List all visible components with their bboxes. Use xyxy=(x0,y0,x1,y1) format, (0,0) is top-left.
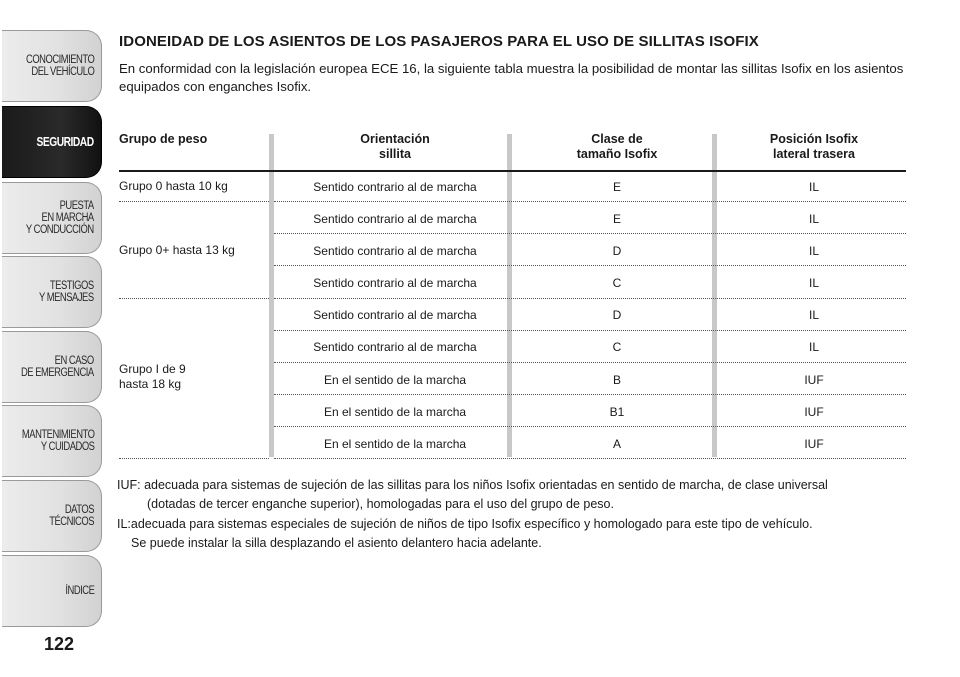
tab-label: EN CASO DE EMERGENCIA xyxy=(21,355,94,379)
cell-position: IUF xyxy=(804,437,824,451)
chapter-sidebar: CONOCIMIENTO DEL VEHÍCULO SEGURIDAD PUES… xyxy=(0,0,104,677)
cell-class: A xyxy=(612,437,621,451)
tab-label: ÍNDICE xyxy=(64,585,95,597)
column-separator xyxy=(712,134,717,457)
tab-testigos-y-mensajes[interactable]: TESTIGOS Y MENSAJES xyxy=(2,256,102,328)
cell-orientation: Sentido contrario al de marcha xyxy=(313,340,477,354)
cell-class: E xyxy=(612,212,621,226)
row-divider xyxy=(274,201,906,202)
cell-position: IL xyxy=(808,308,819,322)
note-iuf-line1: IUF: adecuada para sistemas de sujeción … xyxy=(117,478,828,492)
row-divider xyxy=(274,265,906,266)
header-orientacion: Orientación sillita xyxy=(360,132,430,161)
row-divider xyxy=(119,458,269,459)
intro-paragraph: En conformidad con la legislación europe… xyxy=(119,61,904,94)
page-number: 122 xyxy=(44,634,75,654)
cell-orientation: En el sentido de la marcha xyxy=(323,373,467,387)
header-clase-tamano: Clase de tamaño Isofix xyxy=(576,132,658,161)
cell-class: B1 xyxy=(609,405,625,419)
group-label: Grupo 0 hasta 10 kg xyxy=(119,179,228,193)
cell-class: B xyxy=(612,373,621,387)
header-posicion: Posición Isofix lateral trasera xyxy=(769,132,859,161)
row-divider xyxy=(274,330,906,331)
cell-class: C xyxy=(612,276,622,290)
row-divider xyxy=(119,298,269,299)
group-label: Grupo 0+ hasta 13 kg xyxy=(119,243,235,257)
cell-position: IUF xyxy=(804,373,824,387)
tab-seguridad[interactable]: SEGURIDAD xyxy=(2,106,102,178)
row-divider xyxy=(274,298,906,299)
note-iuf-line2: (dotadas de tercer enganche superior), h… xyxy=(147,496,614,511)
tab-label: CONOCIMIENTO DEL VEHÍCULO xyxy=(25,54,95,78)
note-il-line2: Se puede instalar la silla desplazando e… xyxy=(131,535,542,550)
row-divider xyxy=(274,458,906,459)
cell-class: C xyxy=(612,340,622,354)
cell-position: IUF xyxy=(804,405,824,419)
row-divider xyxy=(274,362,906,363)
note-iuf: IUF: adecuada para sistemas de sujeción … xyxy=(117,476,907,513)
tab-datos-tecnicos[interactable]: DATOS TÉCNICOS xyxy=(2,480,102,552)
group-label: Grupo I de 9 hasta 18 kg xyxy=(119,362,186,391)
row-divider xyxy=(274,426,906,427)
tab-en-caso-de-emergencia[interactable]: EN CASO DE EMERGENCIA xyxy=(2,331,102,403)
tab-label: DATOS TÉCNICOS xyxy=(49,504,94,528)
cell-class: E xyxy=(612,180,621,194)
cell-position: IL xyxy=(808,212,819,226)
cell-class: D xyxy=(612,308,622,322)
isofix-table: Grupo de peso Orientación sillita Clase … xyxy=(119,130,906,460)
tab-indice[interactable]: ÍNDICE xyxy=(2,555,102,627)
section-title: IDONEIDAD DE LOS ASIENTOS DE LOS PASAJER… xyxy=(119,33,759,50)
note-il: IL:adecuada para sistemas especiales de … xyxy=(117,515,907,552)
header-grupo-de-peso: Grupo de peso xyxy=(119,132,208,146)
cell-position: IL xyxy=(808,276,819,290)
tab-conocimiento-del-vehiculo[interactable]: CONOCIMIENTO DEL VEHÍCULO xyxy=(2,30,102,102)
tab-mantenimiento-y-cuidados[interactable]: MANTENIMIENTO Y CUIDADOS xyxy=(2,405,102,477)
cell-position: IL xyxy=(808,180,819,194)
column-separator xyxy=(269,134,274,457)
tab-label: PUESTA EN MARCHA Y CONDUCCIÓN xyxy=(26,200,94,236)
cell-orientation: En el sentido de la marcha xyxy=(323,405,467,419)
row-divider xyxy=(119,201,269,202)
cell-class: D xyxy=(612,244,622,258)
cell-orientation: Sentido contrario al de marcha xyxy=(313,212,477,226)
tab-label: TESTIGOS Y MENSAJES xyxy=(39,280,94,304)
note-il-line1: IL:adecuada para sistemas especiales de … xyxy=(117,517,813,531)
tab-label: SEGURIDAD xyxy=(36,135,95,149)
cell-position: IL xyxy=(808,340,819,354)
cell-orientation: Sentido contrario al de marcha xyxy=(313,244,477,258)
cell-orientation: Sentido contrario al de marcha xyxy=(313,276,477,290)
column-separator xyxy=(507,134,512,457)
cell-orientation: En el sentido de la marcha xyxy=(323,437,467,451)
row-divider xyxy=(274,394,906,395)
header-rule xyxy=(119,170,906,172)
tab-puesta-en-marcha[interactable]: PUESTA EN MARCHA Y CONDUCCIÓN xyxy=(2,182,102,254)
cell-orientation: Sentido contrario al de marcha xyxy=(313,308,477,322)
cell-position: IL xyxy=(808,244,819,258)
footnotes: IUF: adecuada para sistemas de sujeción … xyxy=(117,476,907,552)
cell-orientation: Sentido contrario al de marcha xyxy=(313,180,477,194)
row-divider xyxy=(274,233,906,234)
tab-label: MANTENIMIENTO Y CUIDADOS xyxy=(21,429,94,453)
